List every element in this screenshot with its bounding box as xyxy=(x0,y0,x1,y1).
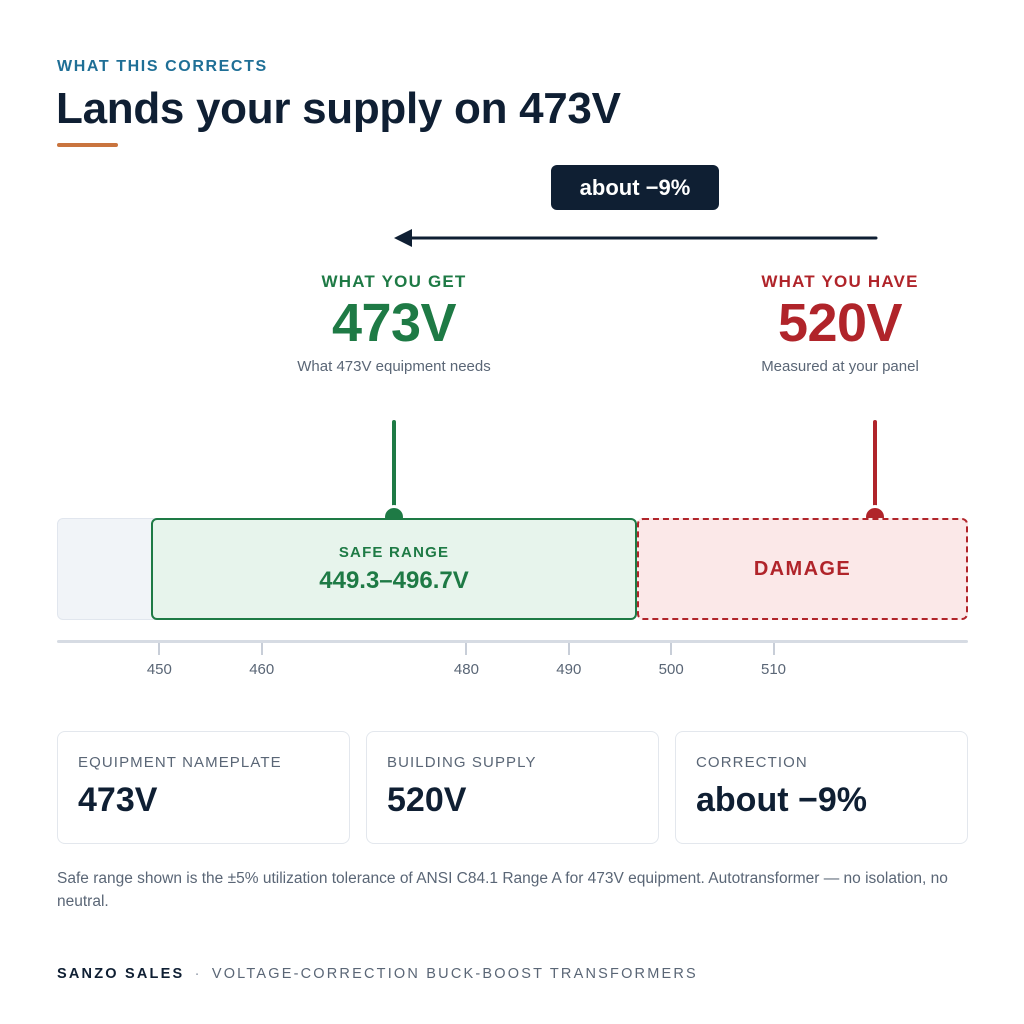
card-correction-value: about −9% xyxy=(696,781,867,819)
accent-rule xyxy=(57,143,118,147)
target-have-caption: Measured at your panel xyxy=(761,358,919,375)
axis-tick-480 xyxy=(465,643,468,655)
axis-tick-460 xyxy=(260,643,263,655)
marker-have-stem xyxy=(873,420,877,508)
card-nameplate-label: EQUIPMENT NAMEPLATE xyxy=(78,754,282,771)
page-title: Lands your supply on 473V xyxy=(56,84,621,133)
footer-tagline: VOLTAGE-CORRECTION BUCK-BOOST TRANSFORME… xyxy=(211,966,698,982)
axis-tick-label-500: 500 xyxy=(658,661,684,678)
axis-tick-label-480: 480 xyxy=(453,661,479,678)
axis-tick-490 xyxy=(567,643,570,655)
axis-tick-450 xyxy=(158,643,161,655)
target-get: WHAT YOU GET 473V What 473V equipment ne… xyxy=(264,272,524,375)
card-supply: BUILDING SUPPLY 520V xyxy=(366,731,659,844)
eyebrow: WHAT THIS CORRECTS xyxy=(57,58,268,75)
footer-brand: SANZO SALES xyxy=(57,966,185,982)
arrow-head xyxy=(394,229,412,247)
left-arrow-icon xyxy=(394,229,878,247)
card-correction-label: CORRECTION xyxy=(696,754,808,771)
safe-range-band: SAFE RANGE 449.3–496.7V xyxy=(151,518,637,620)
target-have-label: WHAT YOU HAVE xyxy=(761,272,919,291)
marker-have xyxy=(863,420,887,530)
marker-get-stem xyxy=(392,420,396,508)
card-supply-value: 520V xyxy=(387,781,467,819)
card-supply-label: BUILDING SUPPLY xyxy=(387,754,537,771)
target-get-label: WHAT YOU GET xyxy=(321,272,467,291)
target-have-value: 520V xyxy=(777,293,903,353)
axis-tick-label-510: 510 xyxy=(761,661,787,678)
card-nameplate-value: 473V xyxy=(78,781,158,819)
footer: SANZO SALES · VOLTAGE-CORRECTION BUCK-BO… xyxy=(57,966,698,982)
damage-label: DAMAGE xyxy=(753,557,852,580)
damage-band: DAMAGE xyxy=(637,518,968,620)
card-correction: CORRECTION about −9% xyxy=(675,731,968,844)
target-get-caption: What 473V equipment needs xyxy=(297,358,491,375)
safe-range-value: 449.3–496.7V xyxy=(319,566,469,594)
delta-badge: about −9% xyxy=(551,165,719,210)
card-nameplate: EQUIPMENT NAMEPLATE 473V xyxy=(57,731,350,844)
axis-tick-510 xyxy=(772,643,775,655)
footnote: Safe range shown is the ±5% utilization … xyxy=(57,870,948,910)
target-have: WHAT YOU HAVE 520V Measured at your pane… xyxy=(710,272,970,375)
axis-tick-500 xyxy=(670,643,673,655)
axis-tick-label-450: 450 xyxy=(146,661,172,678)
footer-separator: · xyxy=(194,966,202,982)
safe-range-label: SAFE RANGE xyxy=(338,543,450,561)
target-get-value: 473V xyxy=(331,293,457,353)
voltage-axis xyxy=(57,640,968,643)
axis-tick-label-490: 490 xyxy=(556,661,582,678)
marker-get xyxy=(382,420,406,530)
axis-tick-label-460: 460 xyxy=(249,661,275,678)
